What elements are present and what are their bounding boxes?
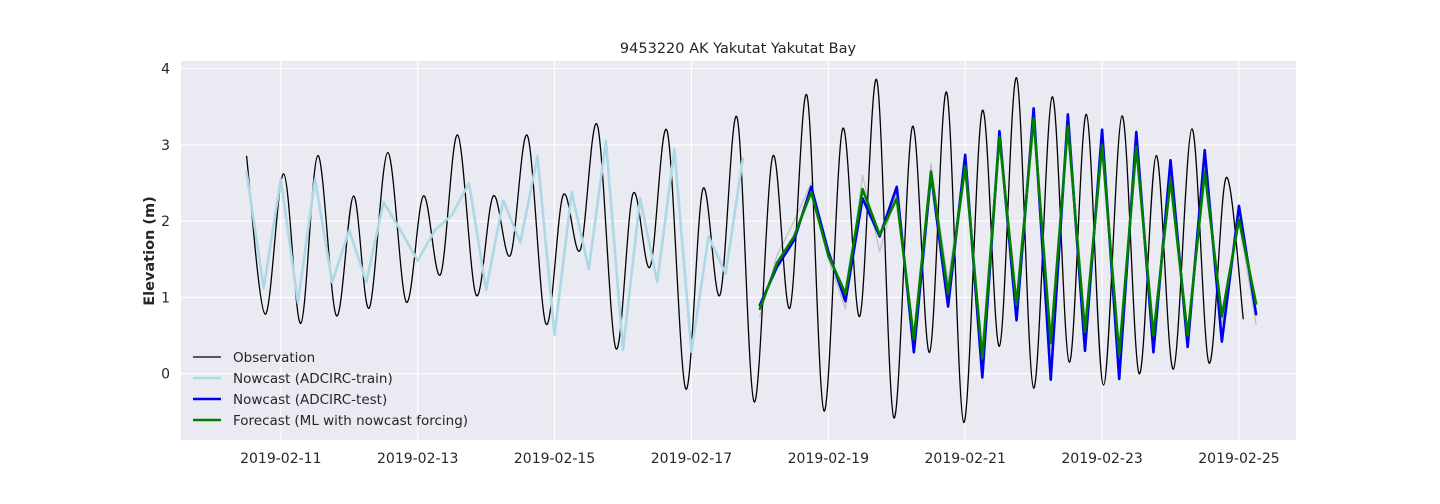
y-tick-label: 3 — [161, 138, 170, 154]
series-layer — [245, 77, 1258, 424]
y-tick-label: 1 — [161, 290, 170, 306]
x-tick-label: 2019-02-13 — [377, 451, 458, 467]
legend-label: Nowcast (ADCIRC-test) — [233, 392, 387, 408]
y-tick-labels: 0 1 2 3 4 — [161, 62, 170, 383]
chart-title: 9453220 AK Yakutat Yakutat Bay — [620, 41, 857, 57]
x-tick-label: 2019-02-23 — [1061, 451, 1142, 467]
series-line-nowcast-adcirc-train — [245, 139, 745, 353]
x-tick-labels: 2019-02-11 2019-02-13 2019-02-15 2019-02-17… — [240, 451, 1280, 467]
x-tick-label: 2019-02-17 — [651, 451, 732, 467]
legend-label: Observation — [233, 350, 315, 366]
legend: Observation Nowcast (ADCIRC-train) Nowcast… — [193, 350, 468, 429]
series-line-forecast-ml-with-nowcast-forcing — [758, 116, 1258, 360]
legend-label: Forecast (ML with nowcast forcing) — [233, 413, 468, 429]
y-tick-label: 4 — [161, 62, 170, 78]
y-tick-label: 0 — [161, 367, 170, 383]
y-axis-label: Elevation (m) — [142, 196, 158, 306]
y-tick-label: 2 — [161, 214, 170, 230]
x-tick-label: 2019-02-25 — [1198, 451, 1279, 467]
legend-label: Nowcast (ADCIRC-train) — [233, 371, 393, 387]
x-tick-label: 2019-02-21 — [925, 451, 1006, 467]
x-tick-label: 2019-02-19 — [788, 451, 869, 467]
x-tick-label: 2019-02-15 — [514, 451, 595, 467]
x-tick-label: 2019-02-11 — [240, 451, 321, 467]
series-line-observation — [245, 77, 1244, 424]
